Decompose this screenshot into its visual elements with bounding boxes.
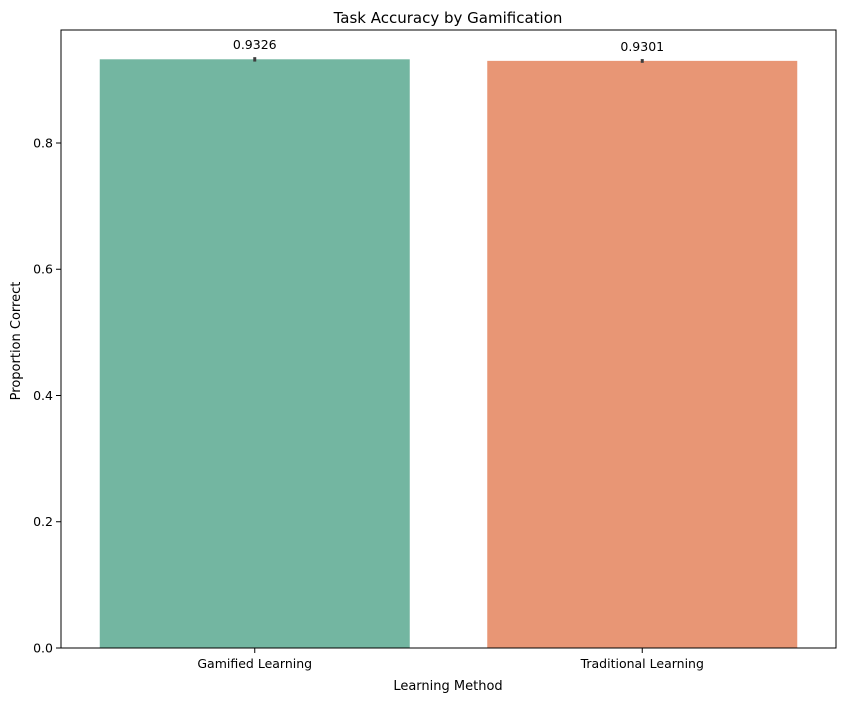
plot-frame <box>60 29 837 649</box>
y-tick-label-5: 0.8 <box>33 135 53 150</box>
bar-1 <box>99 59 410 649</box>
x-axis-label: Learning Method <box>393 679 502 694</box>
y-tick-label-1: 0.0 <box>33 641 53 656</box>
data-label-1: 0.9326 <box>233 37 277 52</box>
x-tick-label-1: Gamified Learning <box>197 656 312 671</box>
y-axis-label: Proportion Correct <box>9 282 24 401</box>
y-tick-label-4: 0.6 <box>33 262 53 277</box>
y-tick-label-2: 0.2 <box>33 514 53 529</box>
bar-2 <box>487 60 798 649</box>
y-tick-label-3: 0.4 <box>33 388 53 403</box>
chart-title: Task Accuracy by Gamification <box>333 9 563 27</box>
x-tick-label-2: Traditional Learning <box>580 656 704 671</box>
plot-area: 0.9326 Gamified Learning 0.9301 Traditional… <box>33 29 837 671</box>
data-label-2: 0.9301 <box>620 39 664 54</box>
